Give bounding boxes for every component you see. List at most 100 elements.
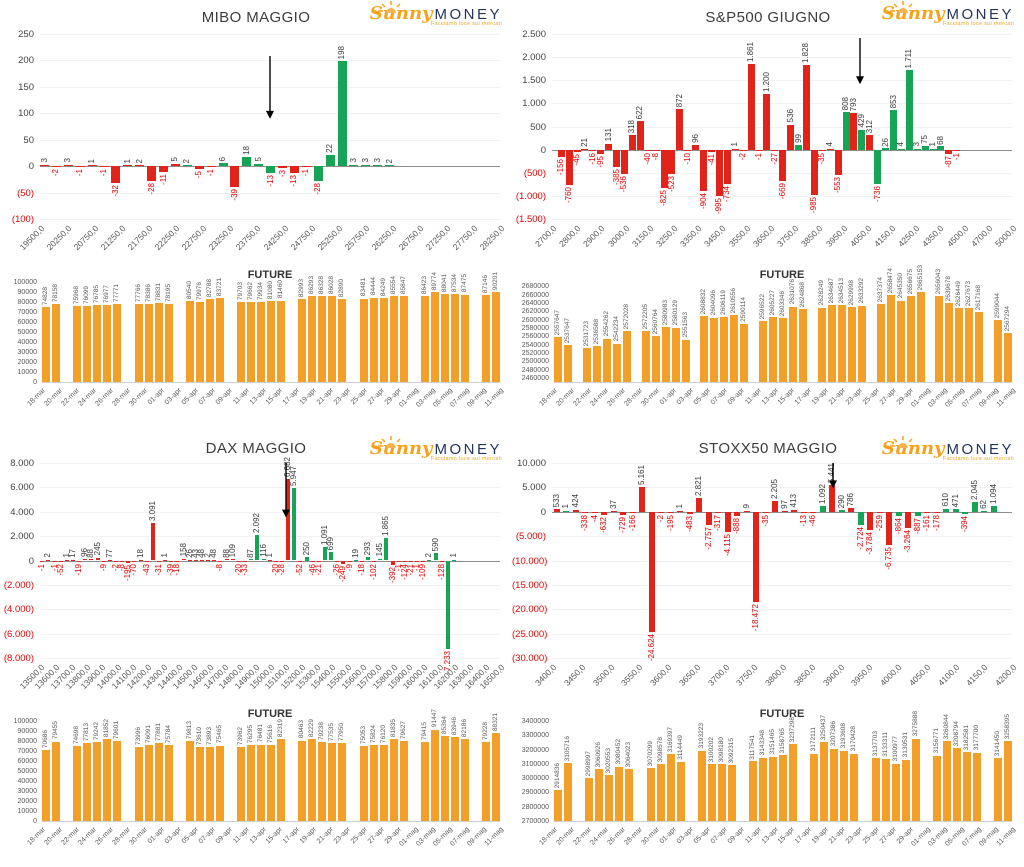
bar-slot: 81080 [267,281,275,382]
x-tick-label: 26250,0 [369,223,399,253]
bar [858,129,866,150]
bar-value-label: 77535 [328,723,336,742]
bar-slot: 77771 [113,282,122,382]
bar [810,149,818,196]
bar [749,761,757,821]
bar [772,501,779,512]
bar-slot: 76977 [103,282,112,382]
bar [929,148,937,150]
bar [886,295,895,382]
bar-value-label: 1 [87,158,97,164]
y-tick-label: 0 [33,818,37,825]
x-tick-label: 28250,0 [477,223,507,253]
bar-value-label: 73996 [134,726,142,746]
bar-slot: 2998997 [585,721,594,821]
bar-value-label: -669 [777,182,787,199]
x-tick-label: 24-mar [589,387,610,408]
x-tick-label: 28-mar [623,826,644,847]
bar [830,748,839,821]
x-tick-label: 3650,0 [750,223,777,249]
bar-group: 3141450 3258395 [994,714,1012,821]
bar [901,759,910,821]
bar-value-label: -2 [656,514,666,522]
bar-value-label: 76977 [103,284,111,304]
bar [932,755,941,821]
quadrant-header: MIBO MAGGIO Sunny MONEY Facciamo luce sui… [0,1,512,32]
bar [779,318,787,382]
bar-value-label: -28 [276,563,286,576]
bar-value-label: -825 [659,189,669,206]
bar-slot: 2542234 [612,282,621,382]
bar-value-label: 87534 [450,274,458,293]
bar [648,511,655,632]
bar-slot: 3169397 [666,721,675,821]
bar-value-label: 91447 [430,709,438,728]
bar-value-label: 3098180 [717,736,725,763]
bar [874,149,882,184]
bar-value-label: -41 [706,153,716,166]
bar-slot: 3207386 [830,721,839,821]
bar [46,559,51,561]
bar [622,331,631,382]
bar-value-label: -21 [313,563,323,576]
bar [636,120,644,150]
bar-value-label: 3080452 [615,739,623,765]
bar-slot: 3258395 [1004,714,1012,821]
bar-value-label: 2567294 [1004,305,1011,332]
bar [292,488,297,561]
y-tick-label: (20.000) [512,604,548,616]
bar-value-label: 76481 [257,724,264,743]
bar-slot: 78158 [52,282,60,382]
x-tick-label: 27-apr [878,387,899,407]
bar-slot: 91447 [430,709,439,821]
bar [89,559,94,561]
x-tick-label: 26-mar [606,387,627,408]
bar [147,166,157,181]
bar [895,511,902,516]
bar-value-label: -632 [599,516,609,533]
bar [625,769,634,821]
bar [318,741,327,821]
bar-value-label: 85364 [440,715,448,734]
bar-slot: 3250437 [820,715,829,821]
y-tick-label: (5.000) [515,531,546,543]
y-tick-label: (500) [523,167,546,179]
bar [384,537,389,561]
bar [482,294,490,382]
gridline [40,60,500,62]
bar-value-label: -70 [129,563,139,576]
y-tick-label: 3000000 [521,775,549,783]
bar [581,148,589,150]
x-tick-label: 09-apr [214,826,234,846]
bar-value-label: 413 [789,494,799,508]
plot-area: 70686 79455 74698 77813 79242 81852 79601 73996… [42,709,500,822]
bar-value-label: 5 [170,157,180,162]
options-bar-chart: 2.500 2.000 1.500 1.000 500 0 (500) (1.000) (1.5… [512,30,1024,267]
y-tick-label: 50000 [17,329,37,336]
x-tick-label: 4500,0 [944,223,970,249]
x-tick-label: 24250,0 [261,223,290,253]
x-tick-label: 30-mar [640,826,661,847]
gridline [40,192,500,194]
y-tick-label: 2460000 [521,374,549,382]
y-tick-label: 250 [18,29,34,40]
bar-value-label: -45 [572,153,582,166]
y-tick-label: 2540000 [521,341,549,349]
bar [159,166,169,172]
bar-slot: 2536588 [592,282,601,382]
bar-slot: 3137703 [871,721,880,821]
options-bar-chart: 8.000 6.000 4.000 2.000 0 (2.000) (4.000) (6.00… [0,457,512,706]
bar-value-label: 3133311 [881,732,889,758]
bar-value-label: 590 [430,537,440,552]
bar-value-label: 293 [362,541,372,555]
bar-slot: 70686 [42,721,50,821]
bar [677,510,684,512]
bar-slot: 77881 [154,721,163,821]
y-tick-label: 30000 [17,788,37,795]
gridline [40,658,500,659]
x-tick-label: 3850,0 [791,662,818,688]
bar [460,738,469,821]
bar-slot: 82319 [277,719,285,821]
bar [781,510,788,512]
bar-value-label: 2 [182,158,192,164]
